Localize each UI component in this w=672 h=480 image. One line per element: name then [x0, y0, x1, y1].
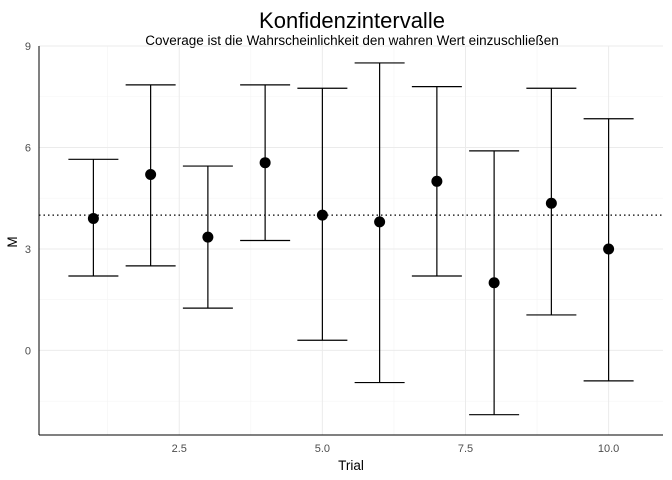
- data-point: [545, 197, 557, 209]
- data-point: [488, 277, 500, 289]
- error-bar: [68, 158, 119, 277]
- data-marks: [68, 62, 634, 416]
- x-tick-label: 5.0: [315, 443, 330, 455]
- x-tick-label: 10.0: [598, 443, 619, 455]
- y-tick-label: 9: [25, 41, 31, 53]
- error-bar: [411, 85, 462, 277]
- x-tick-label: 7.5: [458, 443, 473, 455]
- axes: [38, 46, 663, 436]
- y-tick-label: 6: [25, 142, 31, 154]
- data-point: [259, 157, 271, 169]
- x-axis-label: Trial: [338, 458, 364, 473]
- error-bar: [354, 62, 405, 384]
- data-point: [316, 209, 328, 221]
- data-point: [87, 213, 99, 225]
- error-bar: [297, 87, 348, 341]
- x-tick-label: 2.5: [172, 443, 187, 455]
- data-point: [374, 216, 386, 228]
- chart-subtitle: Coverage ist die Wahrscheinlichkeit den …: [145, 33, 558, 48]
- grid: [39, 45, 663, 435]
- y-tick-label: 0: [25, 345, 31, 357]
- data-point: [145, 169, 157, 181]
- y-axis-label: M: [5, 236, 20, 247]
- error-bar: [240, 84, 291, 242]
- y-tick-label: 3: [25, 244, 31, 256]
- error-bar: [125, 84, 176, 267]
- data-point: [603, 243, 615, 255]
- data-point: [202, 231, 214, 243]
- tick-labels: 2.5 5.0 7.5 10.0 0 3 6 9: [25, 41, 619, 455]
- chart-title: Konfidenzintervalle: [259, 8, 445, 33]
- error-bar: [526, 87, 577, 316]
- data-point: [431, 175, 443, 187]
- error-bar: [583, 118, 634, 382]
- error-bar: [469, 150, 520, 416]
- error-bar: [182, 165, 233, 309]
